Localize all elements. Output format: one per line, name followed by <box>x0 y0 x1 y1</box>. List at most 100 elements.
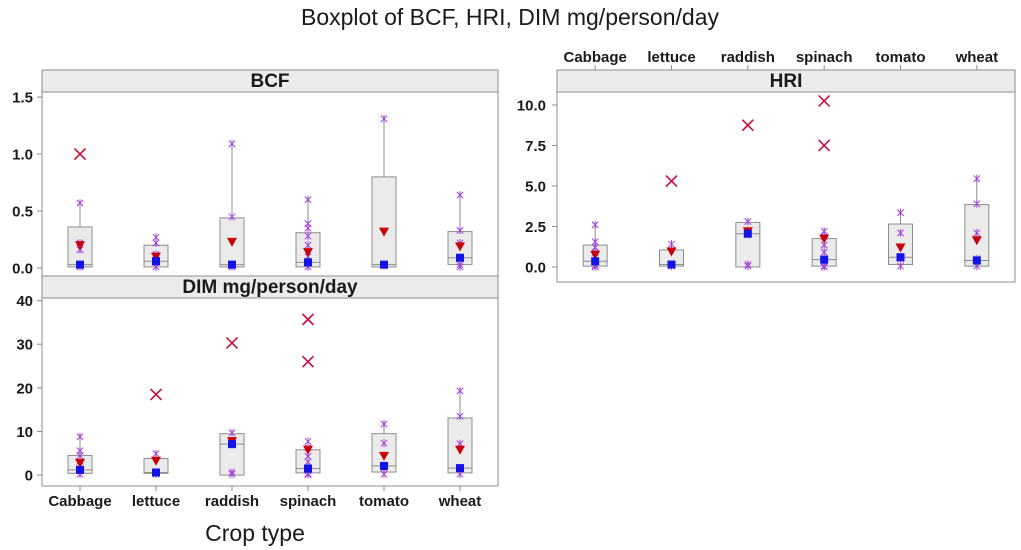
hri-raddish-individual-value <box>744 217 752 226</box>
bcf-panel: BCF 0.0 0.5 1.0 1.5 <box>12 69 499 278</box>
hri-spinach-outlier <box>818 94 831 107</box>
bcf-plot-area <box>41 91 499 277</box>
hri-lettuce-boxplot <box>659 175 684 271</box>
hri-tomato-individual-value <box>896 228 905 237</box>
dim-tomato-boxplot <box>371 420 397 479</box>
dim-y-tick-label: 20 <box>16 380 33 397</box>
dim-tomato-individual-value <box>380 470 388 479</box>
dim-spinach-median-marker <box>304 464 312 473</box>
hri-x-label-wheat: wheat <box>955 49 999 66</box>
bcf-cabbage-boxplot <box>67 148 93 271</box>
hri-cabbage-median-marker <box>591 257 600 266</box>
bcf-panel-title: BCF <box>250 71 289 92</box>
bcf-wheat-boxplot <box>447 191 473 271</box>
dim-cabbage-mean-marker <box>75 458 85 468</box>
hri-lettuce-outlier <box>665 175 678 188</box>
hri-panel-title: HRI <box>770 71 803 92</box>
bcf-raddish-individual-value <box>228 139 236 148</box>
dim-lettuce-outlier <box>149 388 163 401</box>
bcf-lettuce-median-marker <box>152 257 160 266</box>
dim-spinach-outlier <box>301 355 315 368</box>
hri-cabbage-individual-value <box>591 220 599 229</box>
bcf-spinach-individual-value <box>304 224 312 233</box>
hri-tomato-individual-value <box>896 262 905 271</box>
bcf-lettuce-individual-value <box>152 238 160 247</box>
dim-wheat-individual-value <box>456 386 464 395</box>
dim-cabbage-median-marker <box>76 465 84 474</box>
hri-y-tick-label: 0.0 <box>525 259 546 276</box>
dim-wheat-boxplot <box>447 386 473 479</box>
hri-plot-area <box>556 91 1016 283</box>
hri-spinach-mean-marker <box>819 234 830 244</box>
hri-raddish-boxplot <box>735 119 761 271</box>
dim-cabbage-individual-value <box>76 432 84 441</box>
dim-wheat-median-marker <box>456 464 464 473</box>
dim-wheat-mean-marker <box>455 445 465 455</box>
hri-y-tick-label: 5.0 <box>525 178 546 195</box>
bcf-tomato-box <box>371 176 397 268</box>
bcf-raddish-individual-value <box>228 212 236 221</box>
bcf-cabbage-individual-value <box>76 199 84 208</box>
hri-wheat-median-marker <box>972 256 981 265</box>
hri-x-label-lettuce: lettuce <box>647 49 695 66</box>
hri-tomato-mean-marker <box>895 243 906 253</box>
hri-tomato-boxplot <box>888 208 913 271</box>
hri-wheat-mean-marker <box>971 236 982 246</box>
dim-tomato-mean-marker <box>379 451 389 461</box>
dim-lettuce-boxplot <box>143 388 169 479</box>
dim-raddish-outlier <box>225 336 239 349</box>
dim-raddish-individual-value <box>228 428 236 437</box>
dim-cabbage-boxplot <box>67 432 93 479</box>
dim-x-label-spinach: spinach <box>280 493 337 510</box>
hri-spinach-individual-value <box>820 248 828 257</box>
hri-lettuce-median-marker <box>667 260 676 269</box>
dim-x-label-wheat: wheat <box>438 493 482 510</box>
hri-wheat-individual-value <box>973 228 981 237</box>
bcf-raddish-median-marker <box>228 260 236 269</box>
bcf-y-tick-label: 1.5 <box>12 90 33 107</box>
dim-x-label-lettuce: lettuce <box>132 493 180 510</box>
bcf-y-tick-label: 0.0 <box>12 261 33 278</box>
bcf-wheat-median-marker <box>456 253 464 262</box>
bcf-raddish-mean-marker <box>227 237 237 247</box>
dim-lettuce-median-marker <box>152 468 160 477</box>
panels-group: BCF 0.0 0.5 1.0 1.5 HRI 0.0 2.5 5.0 7.5 10.0 Cabbag… <box>12 49 1016 510</box>
dim-lettuce-individual-value <box>152 449 160 458</box>
hri-lettuce-mean-marker <box>666 247 677 257</box>
dim-tomato-individual-value <box>380 420 388 429</box>
dim-tomato-individual-value <box>380 439 388 448</box>
bcf-spinach-individual-value <box>304 241 312 250</box>
hri-lettuce-individual-value <box>667 240 676 249</box>
dim-y-tick-label: 0 <box>25 468 33 485</box>
hri-raddish-individual-value <box>744 262 752 271</box>
bcf-spinach-individual-value <box>304 195 312 204</box>
hri-wheat-individual-value <box>973 199 981 208</box>
bcf-cabbage-median-marker <box>76 260 84 269</box>
bcf-tomato-boxplot <box>371 114 397 270</box>
hri-y-tick-label: 10.0 <box>517 97 546 114</box>
hri-raddish-median-marker <box>743 229 752 238</box>
dim-spinach-mean-marker <box>303 445 313 455</box>
bcf-raddish-boxplot <box>219 139 245 271</box>
bcf-y-tick-label: 1.0 <box>12 147 33 164</box>
bcf-spinach-boxplot <box>295 195 321 271</box>
hri-x-label-raddish: raddish <box>721 49 775 66</box>
hri-tomato-median-marker <box>896 253 905 262</box>
dim-raddish-median-marker <box>228 440 236 449</box>
bcf-wheat-individual-value <box>456 191 464 200</box>
bcf-y-tick-label: 0.5 <box>12 204 33 221</box>
hri-tomato-individual-value <box>896 208 905 217</box>
bcf-spinach-individual-value <box>304 232 312 241</box>
dim-raddish-individual-value <box>228 470 236 479</box>
dim-raddish-boxplot <box>219 336 245 479</box>
hri-wheat-individual-value <box>973 174 981 183</box>
bcf-wheat-mean-marker <box>455 242 465 252</box>
hri-raddish-outlier <box>741 119 754 132</box>
hri-panel: HRI 0.0 2.5 5.0 7.5 10.0 Cabbage lettuce raddish… <box>517 49 1016 283</box>
bcf-spinach-mean-marker <box>303 248 313 258</box>
bcf-lettuce-boxplot <box>143 233 169 271</box>
bcf-lettuce-mean-marker <box>151 252 161 262</box>
hri-x-label-cabbage: Cabbage <box>563 49 626 66</box>
bcf-wheat-individual-value <box>456 262 464 271</box>
dim-x-label-raddish: raddish <box>205 493 259 510</box>
